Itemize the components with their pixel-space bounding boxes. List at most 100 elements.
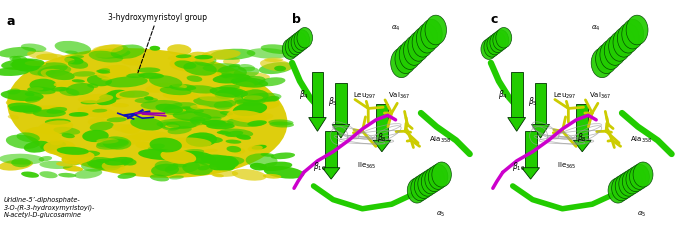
Ellipse shape bbox=[395, 45, 416, 74]
Ellipse shape bbox=[144, 97, 153, 101]
Ellipse shape bbox=[416, 24, 438, 54]
Ellipse shape bbox=[38, 156, 52, 162]
Ellipse shape bbox=[201, 91, 212, 95]
Ellipse shape bbox=[61, 58, 75, 65]
Ellipse shape bbox=[147, 144, 165, 151]
Ellipse shape bbox=[612, 176, 632, 201]
Ellipse shape bbox=[8, 115, 19, 120]
Ellipse shape bbox=[190, 117, 205, 124]
Ellipse shape bbox=[244, 93, 282, 103]
Ellipse shape bbox=[201, 50, 240, 61]
Text: Ile$_{365}$: Ile$_{365}$ bbox=[357, 160, 376, 170]
Ellipse shape bbox=[390, 49, 412, 78]
Ellipse shape bbox=[210, 170, 238, 177]
Ellipse shape bbox=[264, 96, 279, 103]
Polygon shape bbox=[532, 125, 549, 138]
Ellipse shape bbox=[173, 164, 187, 168]
Ellipse shape bbox=[225, 78, 238, 84]
Ellipse shape bbox=[626, 167, 646, 192]
Ellipse shape bbox=[195, 56, 213, 60]
Ellipse shape bbox=[193, 97, 236, 108]
Ellipse shape bbox=[223, 58, 240, 66]
Ellipse shape bbox=[88, 118, 110, 128]
Ellipse shape bbox=[155, 161, 178, 172]
Text: $\beta_8$: $\beta_8$ bbox=[577, 131, 587, 143]
Ellipse shape bbox=[149, 76, 182, 89]
Text: $\beta_4$: $\beta_4$ bbox=[498, 88, 508, 101]
Ellipse shape bbox=[107, 118, 127, 123]
Ellipse shape bbox=[160, 87, 192, 96]
Text: Ala$_{358}$: Ala$_{358}$ bbox=[429, 135, 451, 145]
Ellipse shape bbox=[10, 57, 21, 62]
Ellipse shape bbox=[64, 57, 84, 65]
Ellipse shape bbox=[149, 138, 182, 153]
Ellipse shape bbox=[81, 160, 106, 172]
Ellipse shape bbox=[260, 162, 292, 171]
Ellipse shape bbox=[16, 133, 40, 143]
Ellipse shape bbox=[155, 104, 183, 114]
Ellipse shape bbox=[149, 121, 159, 125]
Ellipse shape bbox=[29, 88, 44, 91]
Ellipse shape bbox=[25, 97, 41, 103]
Text: $\beta_5$: $\beta_5$ bbox=[328, 95, 338, 108]
Ellipse shape bbox=[86, 157, 121, 171]
Bar bbox=[325, 132, 337, 168]
Ellipse shape bbox=[97, 98, 116, 106]
Ellipse shape bbox=[88, 52, 123, 63]
Ellipse shape bbox=[271, 153, 295, 160]
Ellipse shape bbox=[0, 160, 33, 171]
Ellipse shape bbox=[75, 169, 102, 179]
Bar bbox=[534, 84, 547, 125]
Ellipse shape bbox=[116, 91, 135, 100]
Ellipse shape bbox=[1, 91, 44, 102]
Ellipse shape bbox=[212, 74, 251, 84]
Ellipse shape bbox=[63, 166, 83, 172]
Ellipse shape bbox=[126, 74, 145, 79]
Ellipse shape bbox=[418, 171, 437, 196]
Ellipse shape bbox=[425, 167, 445, 192]
Ellipse shape bbox=[234, 97, 266, 105]
Ellipse shape bbox=[28, 127, 44, 134]
Ellipse shape bbox=[88, 159, 129, 169]
Text: $\alpha_4$: $\alpha_4$ bbox=[591, 24, 601, 33]
Ellipse shape bbox=[219, 129, 253, 138]
Ellipse shape bbox=[21, 172, 39, 178]
Ellipse shape bbox=[170, 58, 198, 72]
Ellipse shape bbox=[216, 131, 231, 135]
Ellipse shape bbox=[37, 121, 73, 135]
Ellipse shape bbox=[7, 49, 288, 178]
Ellipse shape bbox=[212, 174, 224, 178]
Ellipse shape bbox=[95, 50, 130, 59]
Ellipse shape bbox=[101, 78, 114, 81]
Ellipse shape bbox=[25, 62, 46, 67]
Ellipse shape bbox=[246, 154, 277, 168]
Ellipse shape bbox=[25, 128, 62, 141]
Ellipse shape bbox=[140, 101, 182, 111]
Ellipse shape bbox=[70, 56, 84, 59]
Ellipse shape bbox=[27, 87, 55, 95]
Ellipse shape bbox=[50, 139, 63, 146]
Ellipse shape bbox=[99, 93, 127, 101]
Ellipse shape bbox=[232, 169, 266, 181]
Ellipse shape bbox=[215, 88, 243, 99]
Ellipse shape bbox=[414, 174, 434, 199]
Ellipse shape bbox=[53, 81, 74, 87]
Ellipse shape bbox=[68, 113, 88, 117]
Ellipse shape bbox=[150, 175, 169, 182]
Ellipse shape bbox=[608, 178, 628, 203]
Ellipse shape bbox=[227, 111, 267, 123]
Ellipse shape bbox=[167, 109, 186, 115]
Ellipse shape bbox=[169, 84, 197, 91]
Ellipse shape bbox=[412, 28, 434, 58]
Ellipse shape bbox=[112, 124, 138, 133]
Ellipse shape bbox=[411, 176, 430, 201]
Ellipse shape bbox=[105, 77, 148, 88]
Ellipse shape bbox=[399, 41, 421, 70]
Ellipse shape bbox=[169, 176, 184, 180]
Ellipse shape bbox=[490, 33, 506, 53]
Ellipse shape bbox=[168, 127, 192, 135]
Ellipse shape bbox=[27, 51, 58, 61]
Text: $\beta_4$: $\beta_4$ bbox=[299, 88, 309, 101]
Ellipse shape bbox=[221, 156, 236, 163]
Ellipse shape bbox=[92, 46, 123, 54]
